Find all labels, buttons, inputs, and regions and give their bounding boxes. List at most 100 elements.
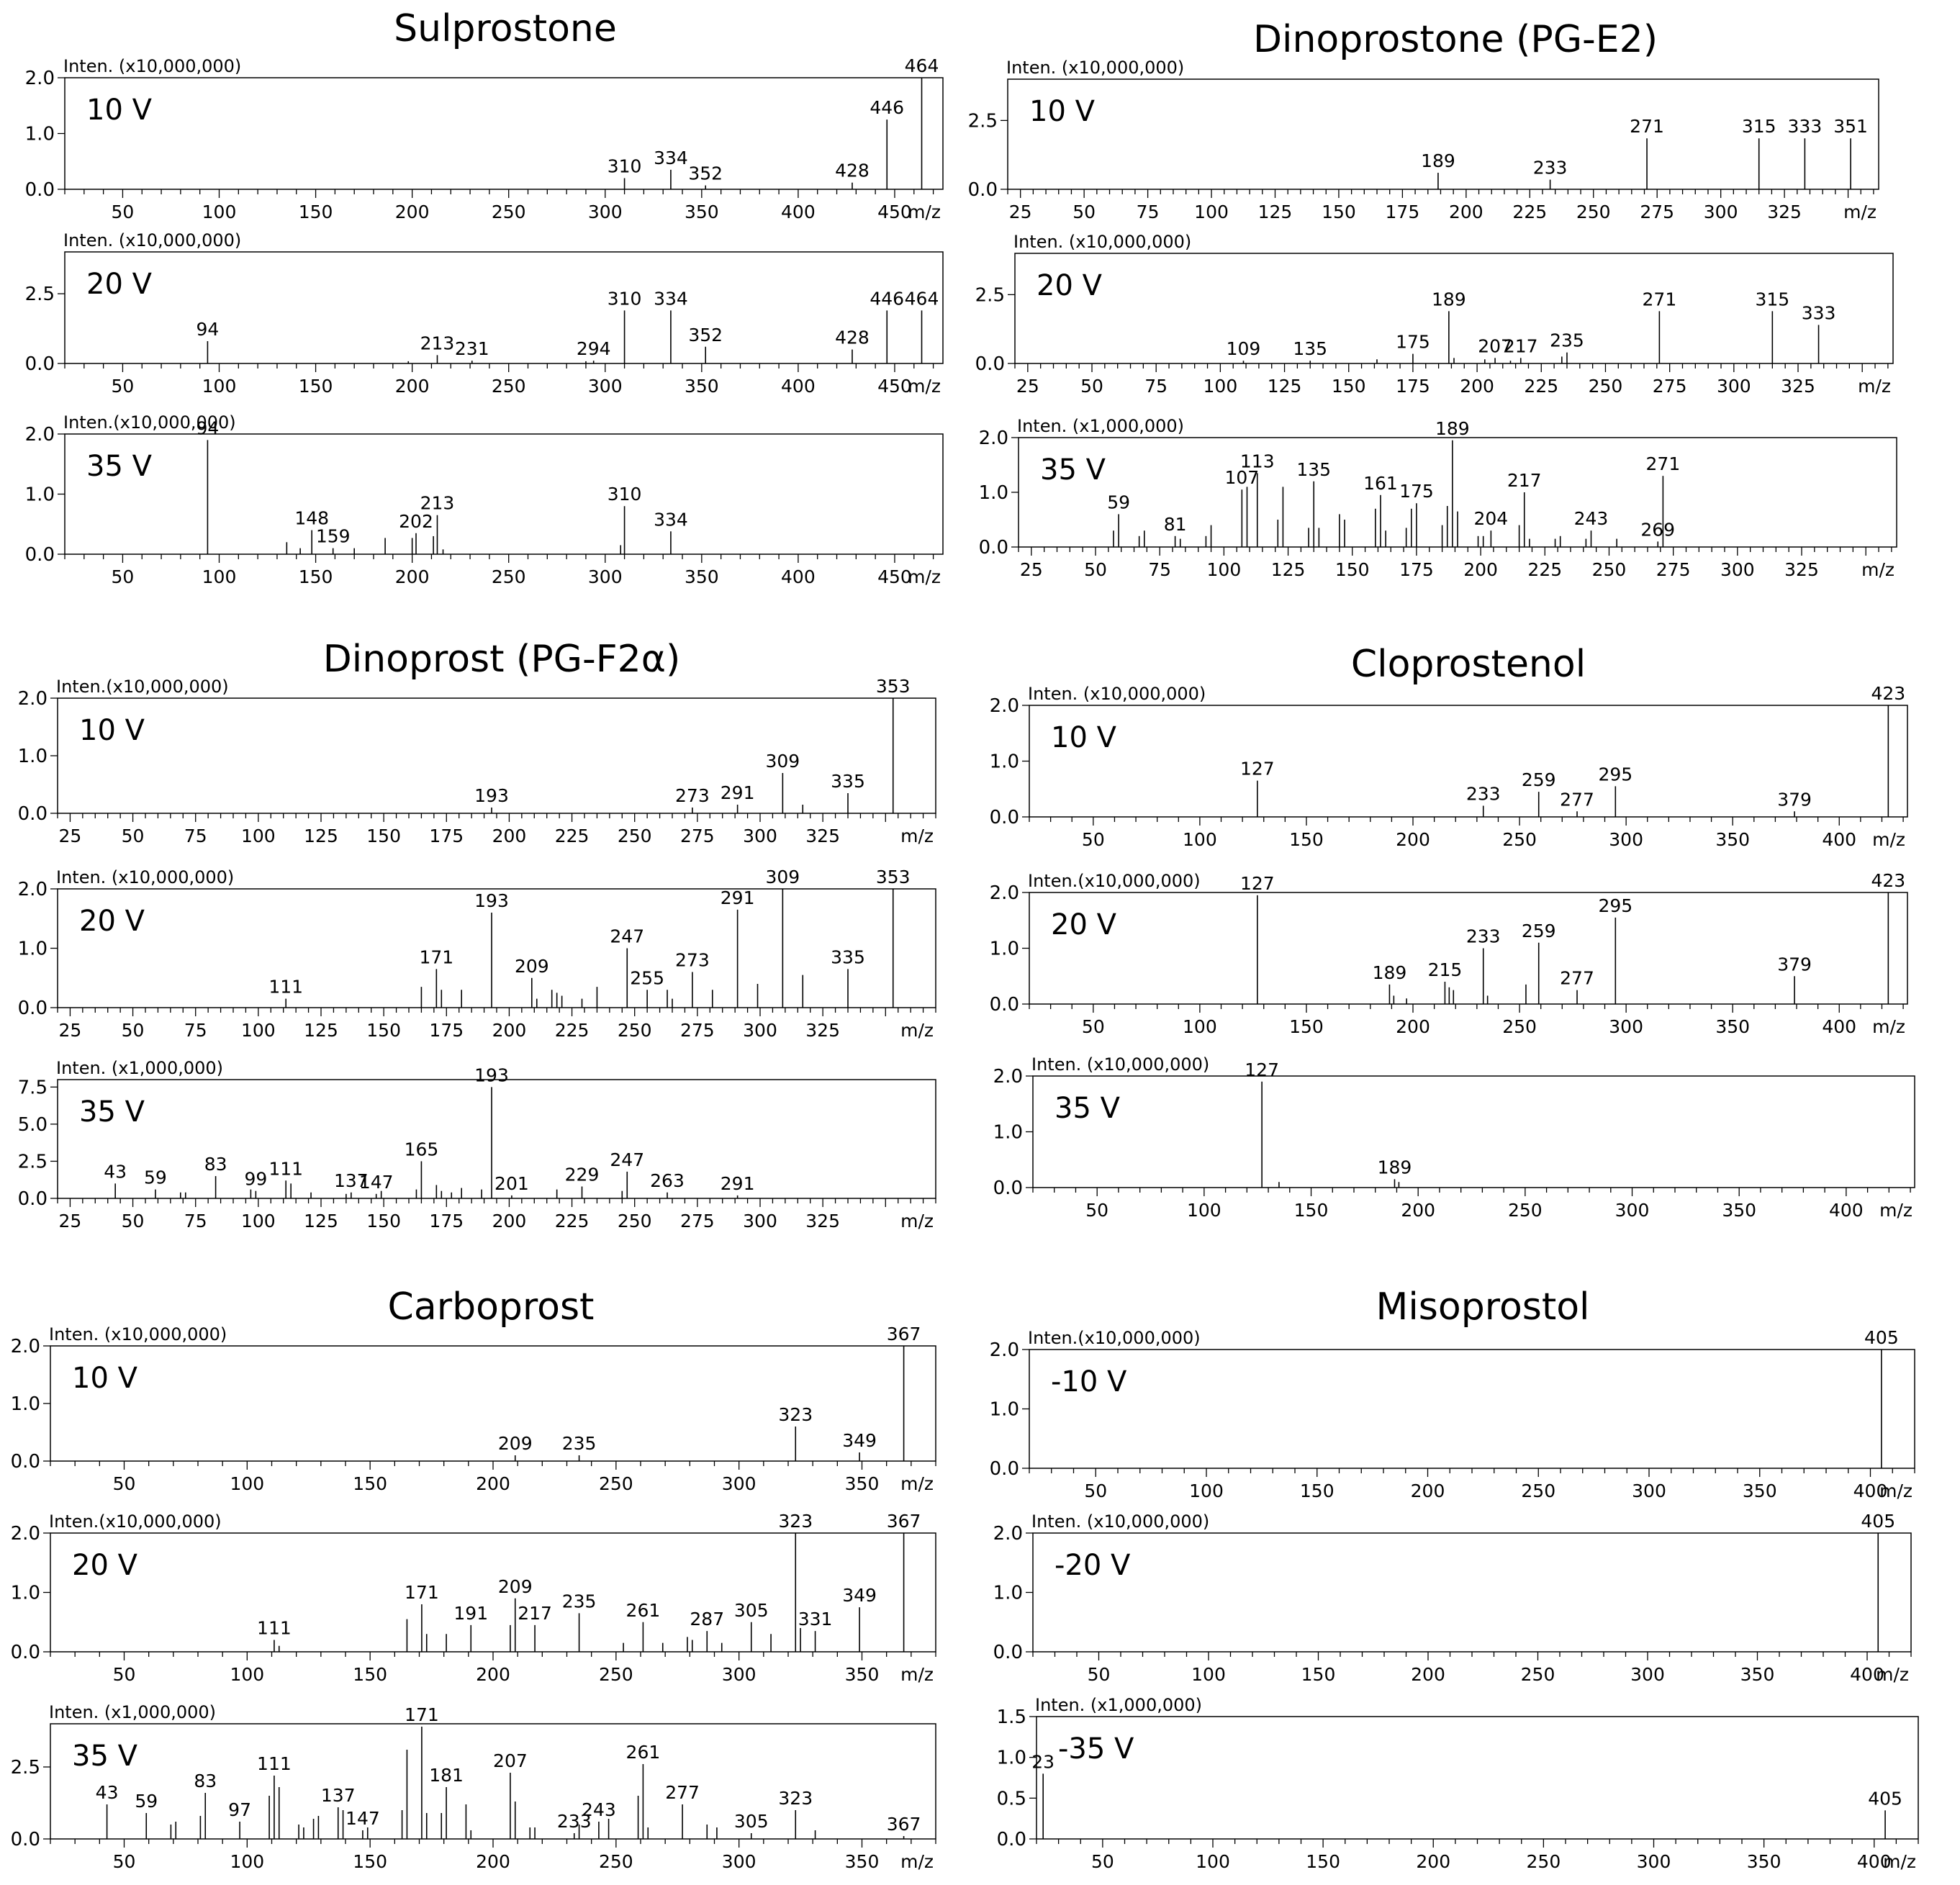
chart-6-panel-3-xtick-label: 100 — [1196, 1851, 1230, 1872]
chart-3-panel-3-peak-label-193: 193 — [474, 1064, 509, 1085]
chart-5-panel-1-axis-unit: m/z — [900, 1473, 934, 1494]
chart-2-panel-2-xtick-label: 300 — [1717, 376, 1751, 397]
chart-5-panel-2-xtick-label: 300 — [722, 1664, 757, 1685]
chart-3-panel-2-xtick-label: 50 — [122, 1020, 145, 1041]
chart-3-panel-3-peak-label-291: 291 — [721, 1173, 755, 1194]
chart-2-panel-2-peak-label-135: 135 — [1293, 338, 1327, 359]
chart-3-panel-1: Inten.(x10,000,000) 10 V 25 50 75 100 125 150 17… — [18, 676, 936, 846]
chart-1-panel-3-peak-label-159: 159 — [316, 526, 351, 547]
chart-5-panel-2-frame — [50, 1532, 936, 1653]
chart-3-panel-3-peak-label-229: 229 — [565, 1165, 600, 1185]
chart-1-panel-3-xtick-label: 250 — [492, 566, 526, 587]
chart-4-panel-1: Inten. (x10,000,000) 10 V 50 100 150 200 250 30… — [990, 683, 1908, 850]
chart-2-panel-2-xtick-label: 325 — [1781, 376, 1815, 397]
chart-5-title: Carboprost — [388, 1285, 595, 1329]
chart-1-panel-3-ytick-label: 0.0 — [25, 544, 55, 566]
chart-1-panel-1-xtick-label: 350 — [685, 202, 719, 222]
chart-6-panel-1-frame — [1029, 1349, 1915, 1469]
chart-1-panel-1-xtick-label: 200 — [395, 202, 430, 222]
chart-1-panel-2-peak-label-428: 428 — [835, 327, 870, 348]
chart-3-panel-1-ytick-label: 0.0 — [18, 803, 48, 825]
chart-6-panel-3-peak-label-405: 405 — [1868, 1788, 1902, 1809]
chart-3-panel-1-peak-label-353: 353 — [876, 676, 911, 697]
chart-2-panel-1-ytick-label: 2.5 — [968, 110, 998, 132]
chart-3-panel-2-intensity-label: Inten. (x10,000,000) — [56, 867, 234, 887]
chart-5-panel-2-voltage-label: 20 V — [72, 1549, 138, 1582]
chart-6-panel-2-xtick-label: 100 — [1191, 1664, 1226, 1685]
chart-1-panel-2-peak-label-446: 446 — [870, 288, 904, 309]
chart-4-panel-3-frame — [1032, 1075, 1915, 1188]
chart-2-panel-3-peak-label-175: 175 — [1399, 481, 1434, 502]
chart-6-panel-1-xtick-label: 250 — [1521, 1481, 1555, 1501]
chart-6-panel-3-ytick-label: 1.5 — [997, 1707, 1026, 1728]
chart-2-panel-1-xtick-label: 100 — [1194, 202, 1229, 222]
chart-6-panel-3-frame — [1036, 1716, 1919, 1840]
chart-6-panel-2-xtick-label: 300 — [1630, 1664, 1665, 1685]
chart-4-panel-2-ytick-label: 2.0 — [990, 882, 1019, 904]
chart-1-panel-1-peak-label-334: 334 — [654, 148, 688, 168]
chart-4-panel-2: Inten.(x10,000,000) 20 V 50 100 150 200 250 300… — [990, 870, 1908, 1037]
chart-1-panel-2-voltage-label: 20 V — [86, 268, 153, 301]
chart-2-panel-1-voltage-label: 10 V — [1029, 95, 1096, 128]
chart-2-panel-3-ytick-label: 1.0 — [979, 482, 1008, 504]
chart-2-panel-1-intensity-label: Inten. (x10,000,000) — [1006, 58, 1184, 78]
chart-4-title: Cloprostenol — [1351, 643, 1586, 686]
chart-2-panel-2-xtick-label: 50 — [1080, 376, 1103, 397]
chart-6: Misoprostol Inten.(x10,000,000) -10 V 50 100… — [990, 1285, 1919, 1872]
chart-5-panel-3-peak-label-305: 305 — [734, 1811, 769, 1832]
chart-4-panel-2-axis-unit: m/z — [1872, 1016, 1905, 1037]
chart-1-panel-3-peak-label-310: 310 — [608, 484, 642, 505]
chart-6-panel-2-frame — [1032, 1532, 1912, 1653]
chart-3-panel-2-xtick-label: 175 — [429, 1020, 464, 1041]
chart-2-panel-2-peak-label-175: 175 — [1396, 332, 1430, 353]
chart-2-panel-1-xtick-label: 250 — [1576, 202, 1611, 222]
chart-3-panel-3-peak-label-99: 99 — [244, 1169, 267, 1190]
chart-6-panel-3-xtick-label: 200 — [1416, 1851, 1450, 1872]
chart-2-panel-3-xtick-label: 300 — [1720, 559, 1755, 580]
chart-3-panel-1-xtick-label: 175 — [429, 826, 464, 846]
chart-2-panel-1-peak-label-271: 271 — [1630, 116, 1664, 137]
chart-1-panel-1-peak-label-446: 446 — [870, 97, 904, 118]
chart-3-panel-2-peak-label-335: 335 — [831, 946, 865, 967]
chart-5-panel-2-xtick-label: 50 — [113, 1664, 136, 1685]
chart-4-panel-1-xtick-label: 150 — [1289, 829, 1324, 850]
chart-4-panel-2-peak-label-277: 277 — [1560, 968, 1594, 989]
chart-2-panel-3-xtick-label: 225 — [1527, 559, 1562, 580]
chart-4-panel-1-ytick-label: 0.0 — [990, 807, 1019, 828]
chart-5-panel-3-frame — [50, 1723, 936, 1840]
chart-3-panel-2-xtick-label: 300 — [743, 1020, 777, 1041]
chart-5-panel-2-peak-label-171: 171 — [405, 1582, 439, 1603]
chart-3-panel-2-xtick-label: 150 — [366, 1020, 401, 1041]
chart-3-panel-1-xtick-label: 150 — [366, 826, 401, 846]
chart-4-panel-1-peak-label-379: 379 — [1777, 789, 1812, 810]
chart-2-panel-3-peak-label-135: 135 — [1296, 459, 1331, 480]
chart-5-panel-2-peak-label-287: 287 — [690, 1609, 724, 1629]
chart-1-panel-3-xtick-label: 400 — [781, 566, 816, 587]
chart-3-panel-1-xtick-label: 275 — [680, 826, 715, 846]
chart-3-panel-1-peak-label-335: 335 — [831, 771, 865, 792]
chart-5-panel-3-peak-label-59: 59 — [135, 1791, 158, 1812]
chart-4-panel-1-intensity-label: Inten. (x10,000,000) — [1028, 684, 1206, 704]
chart-2-panel-3-xtick-label: 50 — [1084, 559, 1107, 580]
chart-4-panel-3-ytick-label: 2.0 — [993, 1066, 1023, 1088]
chart-4-panel-2-xtick-label: 300 — [1609, 1016, 1643, 1037]
chart-5-panel-1-intensity-label: Inten. (x10,000,000) — [49, 1324, 227, 1344]
chart-6-panel-2-ytick-label: 0.0 — [993, 1642, 1023, 1663]
chart-5-panel-2-xtick-label: 350 — [845, 1664, 880, 1685]
chart-3-panel-3-axis-unit: m/z — [900, 1211, 934, 1231]
chart-6-panel-1-intensity-label: Inten.(x10,000,000) — [1028, 1328, 1201, 1348]
chart-3-panel-2-peak-label-193: 193 — [474, 890, 509, 911]
chart-6-panel-2-axis-unit: m/z — [1876, 1664, 1909, 1685]
chart-2-panel-3-peak-label-189: 189 — [1435, 418, 1470, 439]
chart-3-panel-3-peak-label-83: 83 — [204, 1154, 227, 1175]
chart-5-panel-2-peak-label-305: 305 — [734, 1600, 769, 1621]
chart-2-panel-2-xtick-label: 175 — [1396, 376, 1430, 397]
chart-5-panel-3-peak-label-97: 97 — [228, 1799, 251, 1820]
chart-2-panel-2-peak-label-207: 207 — [1478, 335, 1512, 356]
chart-4-panel-3-xtick-label: 350 — [1722, 1200, 1756, 1221]
chart-5-panel-2-peak-label-191: 191 — [453, 1603, 488, 1624]
chart-2-panel-2-xtick-label: 25 — [1016, 376, 1039, 397]
chart-6-panel-2-intensity-label: Inten. (x10,000,000) — [1031, 1511, 1209, 1532]
chart-3-panel-1-xtick-label: 75 — [184, 826, 207, 846]
chart-1-panel-2-peak-label-213: 213 — [420, 333, 455, 353]
